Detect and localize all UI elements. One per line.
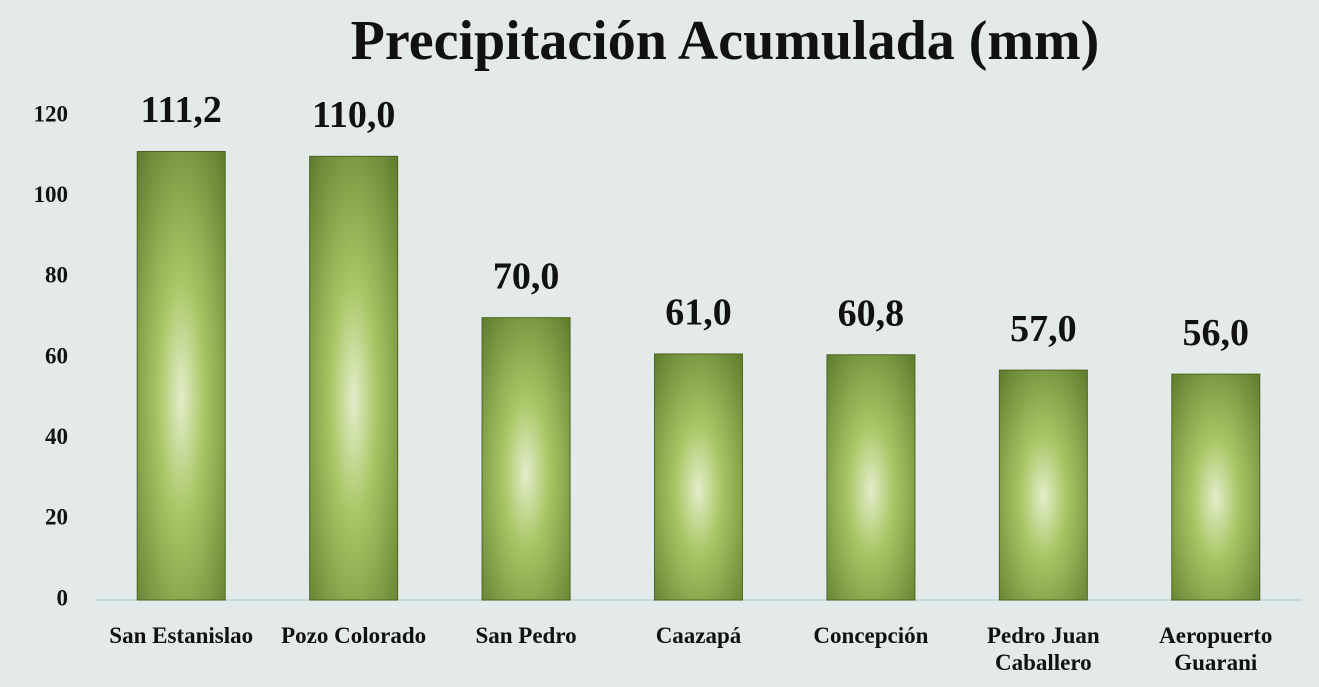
x-tick-label: Concepción: [813, 623, 929, 648]
bar: [826, 354, 916, 601]
bar: [136, 150, 226, 601]
bar: [998, 369, 1088, 601]
bar: [309, 155, 399, 601]
x-tick-label: San Estanislao: [109, 623, 254, 648]
y-tick-label: 80: [45, 263, 68, 288]
bar: [1171, 373, 1261, 601]
data-label: 111,2: [141, 89, 222, 131]
data-label: 60,8: [838, 292, 905, 334]
y-tick-label: 20: [45, 505, 68, 530]
bar: [481, 317, 571, 601]
data-label: 61,0: [665, 292, 732, 334]
y-tick-label: 100: [34, 182, 69, 207]
data-label: 56,0: [1183, 312, 1250, 354]
x-tick-label: Pozo Colorado: [281, 623, 427, 648]
data-label: 110,0: [312, 94, 395, 136]
x-tick-label: Caazapá: [655, 623, 742, 648]
data-label: 57,0: [1010, 308, 1077, 350]
x-tick-label: Aeropuerto Guarani: [1159, 623, 1273, 675]
chart-title: Precipitación Acumulada (mm): [351, 10, 1100, 72]
bar: [654, 353, 743, 601]
x-tick-label: San Pedro: [475, 623, 577, 648]
y-tick-label: 40: [45, 424, 68, 449]
y-tick-label: 0: [57, 585, 69, 610]
x-tick-label: Pedro Juan Caballero: [987, 623, 1100, 675]
y-tick-label: 60: [45, 343, 68, 368]
y-tick-label: 120: [34, 101, 69, 126]
data-label: 70,0: [493, 255, 560, 297]
